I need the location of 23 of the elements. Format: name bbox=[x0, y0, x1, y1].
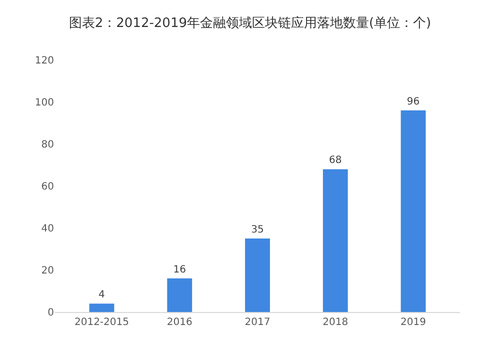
x-tick-label: 2016 bbox=[166, 317, 192, 328]
chart-title: 图表2：2012-2019年金融领域区块链应用落地数量(单位：个) bbox=[68, 15, 432, 32]
bar bbox=[167, 278, 192, 312]
y-tick-label: 100 bbox=[34, 98, 54, 108]
data-label: 16 bbox=[173, 264, 186, 276]
x-tick-label: 2017 bbox=[244, 317, 270, 328]
data-label: 68 bbox=[329, 155, 342, 166]
bar bbox=[89, 304, 114, 312]
data-label: 35 bbox=[251, 224, 264, 236]
x-tick-label: 2019 bbox=[400, 317, 426, 328]
x-tick-label: 2012-2015 bbox=[74, 317, 129, 328]
bar bbox=[245, 238, 270, 312]
y-tick-label: 40 bbox=[41, 224, 54, 234]
y-tick-label: 60 bbox=[41, 182, 54, 192]
x-tick-label: 2018 bbox=[322, 317, 348, 328]
bar bbox=[400, 110, 426, 312]
y-tick-label: 0 bbox=[48, 308, 54, 318]
bar bbox=[322, 169, 348, 312]
y-tick-label: 120 bbox=[34, 56, 54, 66]
y-tick-label: 80 bbox=[41, 140, 54, 150]
y-tick-label: 20 bbox=[41, 266, 54, 276]
data-label: 96 bbox=[406, 96, 420, 108]
data-label: 4 bbox=[98, 290, 105, 301]
